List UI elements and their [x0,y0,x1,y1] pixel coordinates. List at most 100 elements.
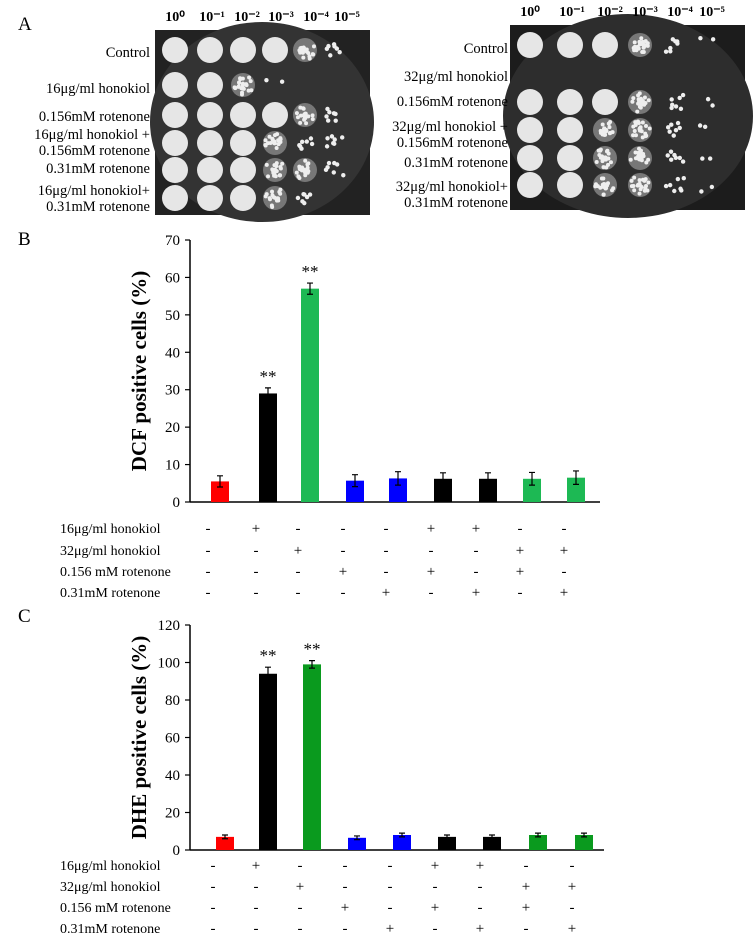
colony [606,151,611,156]
y-axis-label: DHE positive cells (%) [127,636,151,840]
colony [642,178,647,183]
colony [310,113,315,118]
colony [640,39,645,44]
colony [307,54,312,59]
colony-spot [230,102,256,128]
strain-label: 0.31mM rotenone [46,199,150,215]
strain-label: 16μg/ml honokiol+ [38,183,150,199]
colony [709,184,715,190]
error-bar [217,475,223,488]
colony [665,153,670,158]
condition-label: 0.31mM rotenone [60,922,160,937]
colony [332,137,337,142]
condition-sign: + [472,521,480,537]
condition-sign: - [298,921,303,937]
colony [632,175,637,180]
condition-sign: - [343,879,348,895]
condition-sign: - [388,858,393,874]
colony [303,173,308,178]
condition-sign: + [516,564,524,580]
condition-label: 0.156 mM rotenone [60,901,171,916]
colony [681,176,686,181]
colony-spot [557,145,583,171]
colony [601,165,606,170]
colony [301,191,306,197]
colony [677,155,683,161]
colony [309,141,315,147]
colony [702,124,708,129]
error-bar [581,832,587,838]
colony [273,133,278,138]
colony [680,159,686,164]
colony [278,191,283,196]
colony [636,150,641,155]
colony [598,130,603,135]
y-tick-label: 40 [165,768,180,784]
condition-sign: - [524,921,529,937]
y-tick-label: 80 [165,693,180,709]
strain-label: 32μg/ml honokiol + [392,119,508,135]
colony [299,139,305,145]
colony [266,174,271,179]
colony [325,118,331,123]
colony [705,96,711,102]
condition-sign: - [518,521,523,537]
colony [638,155,643,160]
colony [673,104,679,109]
dilution-label: 10⁻¹ [199,10,225,25]
error-bar [489,834,495,840]
colony [295,115,300,120]
y-tick-label: 20 [165,806,180,822]
colony [646,180,651,185]
colony [264,77,269,83]
colony [301,106,306,111]
colony-spot [162,102,188,128]
colony [678,186,683,191]
panel-label: A [18,14,32,35]
colony [665,125,671,130]
error-bar [222,834,228,840]
error-bar [444,834,450,840]
y-tick-label: 120 [158,618,181,634]
colony [298,113,303,118]
y-tick-label: 60 [165,270,180,286]
bar [348,837,366,850]
colony [671,133,676,138]
colony [305,162,310,167]
colony [301,55,306,60]
y-tick-label: 70 [165,233,180,249]
y-tick-label: 0 [173,843,181,859]
colony [593,182,598,187]
colony-spot [197,102,223,128]
colony [324,114,329,119]
condition-sign: - [384,564,389,580]
colony [297,176,302,181]
colony [632,40,637,45]
bar [575,835,593,850]
colony [637,126,642,131]
bar [567,477,585,502]
significance: ** [260,367,277,386]
colony [263,143,268,148]
colony [675,120,681,126]
colony [598,147,603,152]
strain-label: 32μg/ml honokiol [404,69,508,85]
colony [598,185,603,190]
colony-spot [230,37,256,63]
y-tick-label: 0 [173,495,181,511]
colony [675,176,681,182]
colony-spot [592,89,618,115]
dilution-label: 10⁰ [165,10,185,25]
strain-label: 0.31mM rotenone [46,161,150,177]
colony [325,136,330,141]
condition-sign: - [341,543,346,559]
colony [279,79,285,84]
colony [308,136,314,141]
colony [670,102,675,108]
condition-sign: - [254,921,259,937]
condition-sign: - [211,858,216,874]
error-bar [399,832,405,838]
colony [276,198,281,203]
colony [677,95,682,101]
condition-sign: - [570,858,575,874]
